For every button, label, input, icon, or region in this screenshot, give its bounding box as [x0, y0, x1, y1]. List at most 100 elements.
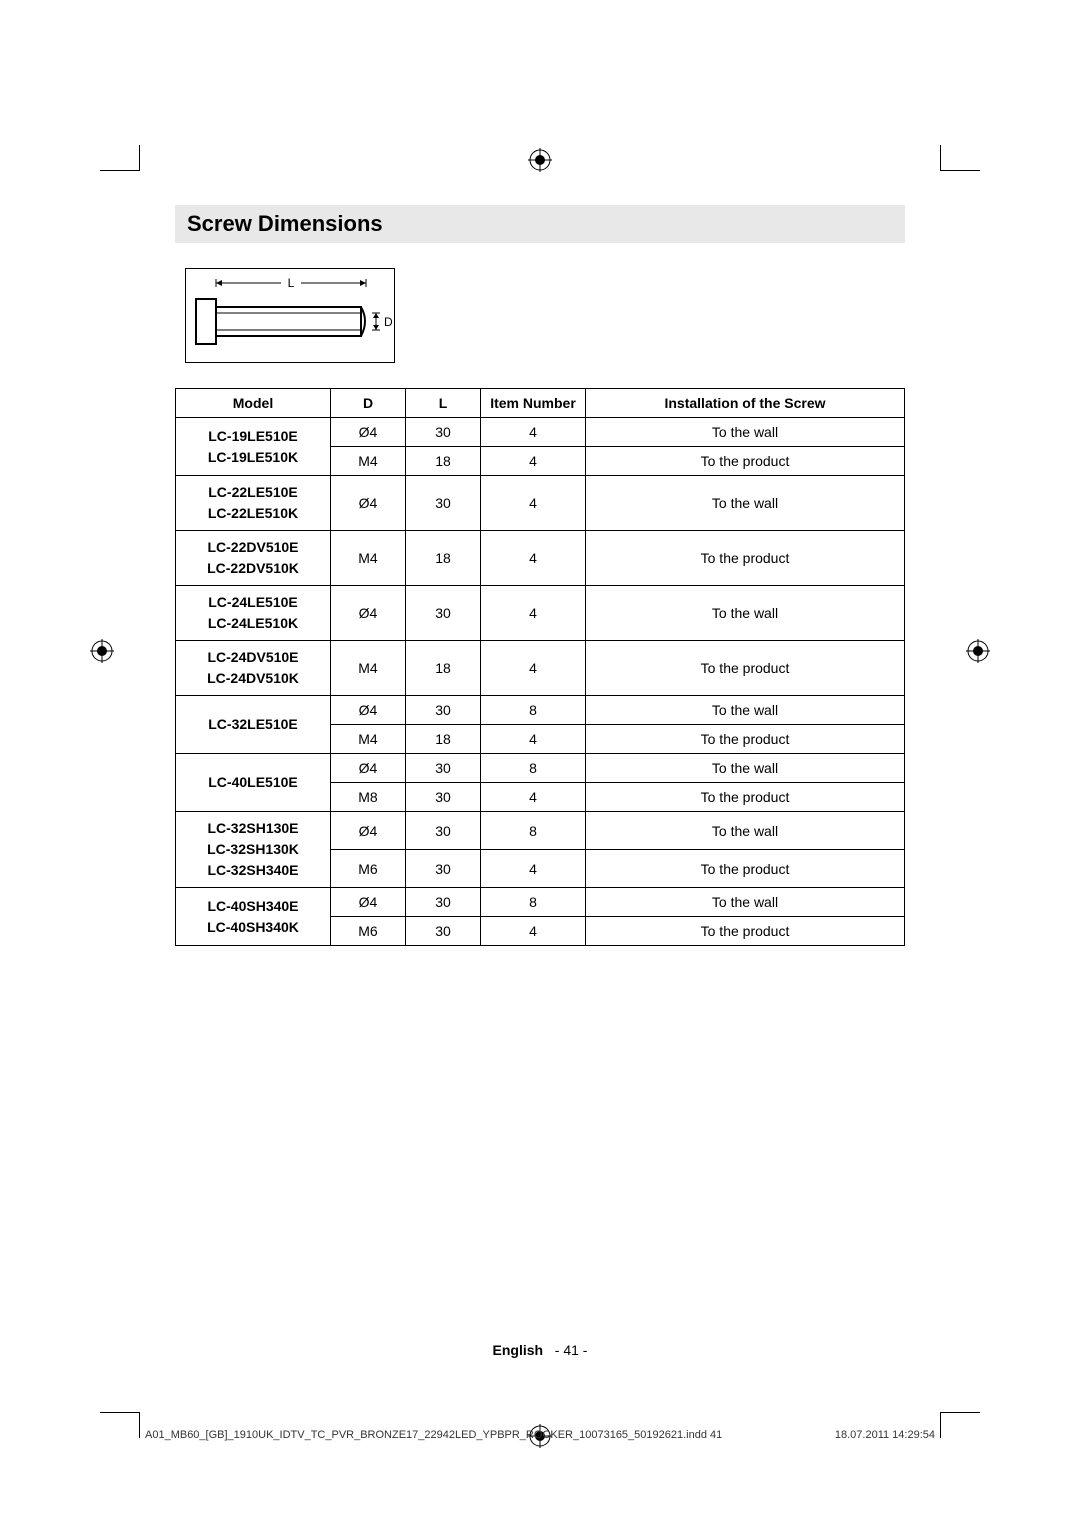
crop-mark: [100, 1412, 140, 1413]
crop-mark: [940, 145, 941, 170]
imprint-file: A01_MB60_[GB]_1910UK_IDTV_TC_PVR_BRONZE1…: [145, 1429, 722, 1441]
cell-item: 4: [481, 917, 586, 946]
cell-inst: To the product: [586, 447, 905, 476]
cell-inst: To the wall: [586, 754, 905, 783]
crop-mark: [940, 170, 980, 171]
model-cell: LC-24LE510ELC-24LE510K: [176, 586, 331, 641]
table-row: LC-40LE510EØ4308To the wall: [176, 754, 905, 783]
cell-inst: To the product: [586, 783, 905, 812]
model-cell: LC-22DV510ELC-22DV510K: [176, 531, 331, 586]
model-cell: LC-24DV510ELC-24DV510K: [176, 641, 331, 696]
cell-d: M4: [331, 641, 406, 696]
diagram-label-l: L: [288, 276, 295, 290]
col-header-item: Item Number: [481, 389, 586, 418]
registration-mark-icon: [90, 639, 114, 663]
cell-l: 30: [406, 586, 481, 641]
cell-l: 30: [406, 418, 481, 447]
cell-item: 8: [481, 888, 586, 917]
cell-l: 30: [406, 850, 481, 888]
cell-inst: To the wall: [586, 696, 905, 725]
cell-inst: To the wall: [586, 812, 905, 850]
table-header-row: Model D L Item Number Installation of th…: [176, 389, 905, 418]
cell-d: Ø4: [331, 696, 406, 725]
cell-d: M6: [331, 917, 406, 946]
imprint-line: A01_MB60_[GB]_1910UK_IDTV_TC_PVR_BRONZE1…: [145, 1429, 935, 1441]
cell-item: 8: [481, 812, 586, 850]
cell-l: 30: [406, 812, 481, 850]
cell-inst: To the product: [586, 641, 905, 696]
crop-mark: [940, 1412, 980, 1413]
footer-language: English: [493, 1342, 544, 1358]
table-row: LC-24DV510ELC-24DV510KM4184To the produc…: [176, 641, 905, 696]
cell-item: 4: [481, 447, 586, 476]
model-cell: LC-32SH130ELC-32SH130KLC-32SH340E: [176, 812, 331, 888]
cell-d: M6: [331, 850, 406, 888]
diagram-label-d: D: [384, 315, 393, 329]
cell-inst: To the wall: [586, 418, 905, 447]
model-cell: LC-32LE510E: [176, 696, 331, 754]
cell-d: M4: [331, 531, 406, 586]
cell-d: M8: [331, 783, 406, 812]
table-row: LC-40SH340ELC-40SH340KØ4308To the wall: [176, 888, 905, 917]
cell-d: M4: [331, 725, 406, 754]
cell-l: 18: [406, 447, 481, 476]
screw-diagram: L D: [185, 268, 395, 363]
cell-inst: To the product: [586, 917, 905, 946]
registration-mark-icon: [528, 148, 552, 172]
page-footer: English - 41 -: [0, 1342, 1080, 1358]
cell-inst: To the wall: [586, 586, 905, 641]
cell-d: Ø4: [331, 476, 406, 531]
col-header-model: Model: [176, 389, 331, 418]
cell-inst: To the product: [586, 850, 905, 888]
crop-mark: [139, 1413, 140, 1438]
cell-item: 4: [481, 586, 586, 641]
cell-item: 4: [481, 641, 586, 696]
cell-item: 4: [481, 725, 586, 754]
cell-d: M4: [331, 447, 406, 476]
cell-l: 30: [406, 888, 481, 917]
table-row: LC-24LE510ELC-24LE510KØ4304To the wall: [176, 586, 905, 641]
cell-l: 30: [406, 783, 481, 812]
col-header-inst: Installation of the Screw: [586, 389, 905, 418]
col-header-l: L: [406, 389, 481, 418]
cell-l: 30: [406, 696, 481, 725]
cell-l: 18: [406, 725, 481, 754]
cell-d: Ø4: [331, 754, 406, 783]
table-row: LC-22LE510ELC-22LE510KØ4304To the wall: [176, 476, 905, 531]
cell-inst: To the product: [586, 531, 905, 586]
cell-l: 18: [406, 641, 481, 696]
crop-mark: [940, 1413, 941, 1438]
cell-item: 4: [481, 531, 586, 586]
screw-dimensions-table: Model D L Item Number Installation of th…: [175, 388, 905, 946]
cell-l: 30: [406, 754, 481, 783]
footer-page-number: - 41 -: [555, 1342, 588, 1358]
cell-item: 8: [481, 696, 586, 725]
cell-inst: To the wall: [586, 888, 905, 917]
model-cell: LC-40LE510E: [176, 754, 331, 812]
cell-item: 4: [481, 850, 586, 888]
cell-d: Ø4: [331, 586, 406, 641]
cell-item: 4: [481, 783, 586, 812]
model-cell: LC-19LE510ELC-19LE510K: [176, 418, 331, 476]
table-row: LC-32SH130ELC-32SH130KLC-32SH340EØ4308To…: [176, 812, 905, 850]
cell-d: Ø4: [331, 888, 406, 917]
crop-mark: [100, 170, 140, 171]
section-title: Screw Dimensions: [175, 205, 905, 243]
cell-l: 30: [406, 917, 481, 946]
cell-item: 4: [481, 476, 586, 531]
cell-inst: To the product: [586, 725, 905, 754]
cell-item: 4: [481, 418, 586, 447]
cell-l: 30: [406, 476, 481, 531]
table-row: LC-32LE510EØ4308To the wall: [176, 696, 905, 725]
cell-item: 8: [481, 754, 586, 783]
model-cell: LC-40SH340ELC-40SH340K: [176, 888, 331, 946]
table-row: LC-19LE510ELC-19LE510KØ4304To the wall: [176, 418, 905, 447]
cell-d: Ø4: [331, 812, 406, 850]
page-content: Screw Dimensions L D: [175, 205, 905, 946]
imprint-datetime: 18.07.2011 14:29:54: [835, 1429, 935, 1441]
cell-l: 18: [406, 531, 481, 586]
cell-inst: To the wall: [586, 476, 905, 531]
table-row: LC-22DV510ELC-22DV510KM4184To the produc…: [176, 531, 905, 586]
registration-mark-icon: [966, 639, 990, 663]
col-header-d: D: [331, 389, 406, 418]
